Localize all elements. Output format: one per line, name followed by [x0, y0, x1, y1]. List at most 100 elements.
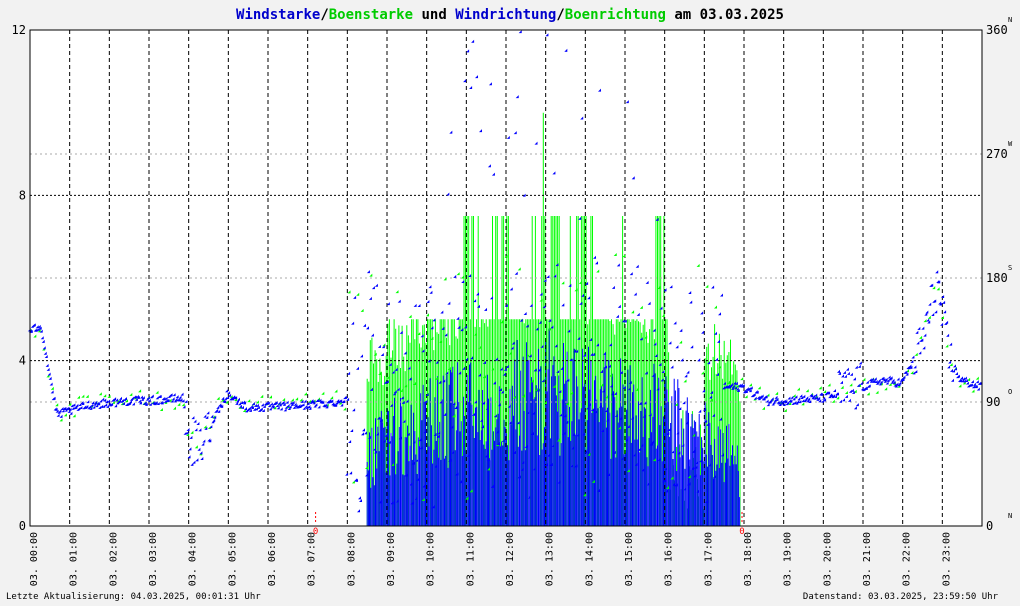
- wind-direction-point: [918, 351, 922, 355]
- wind-direction-point: [452, 402, 456, 406]
- gust-direction-point: [884, 387, 888, 391]
- wind-direction-point: [207, 438, 211, 442]
- gust-direction-point: [714, 305, 718, 309]
- wind-direction-point: [81, 402, 85, 406]
- wind-direction-point: [98, 405, 102, 409]
- wind-direction-point: [431, 505, 435, 509]
- x-tick-label: 03. 13:00: [545, 532, 556, 586]
- gust-direction-point: [666, 485, 670, 489]
- wind-direction-point: [363, 323, 367, 327]
- x-tick-label: 03. 20:00: [822, 532, 833, 586]
- wind-direction-point: [702, 389, 706, 393]
- wind-direction-point: [222, 399, 226, 403]
- x-tick-label: 03. 18:00: [743, 532, 754, 586]
- wind-direction-point: [483, 360, 487, 364]
- wind-direction-point: [438, 380, 442, 384]
- wind-direction-point: [201, 442, 205, 446]
- wind-direction-point: [559, 413, 563, 417]
- wind-direction-point: [912, 371, 916, 375]
- wind-direction-point: [487, 164, 491, 168]
- gust-direction-point: [657, 286, 661, 290]
- wind-direction-point: [164, 396, 168, 400]
- wind-direction-point: [609, 384, 613, 388]
- wind-direction-point: [453, 274, 457, 278]
- wind-direction-point: [948, 360, 952, 364]
- wind-direction-point: [468, 274, 472, 278]
- wind-direction-point: [60, 407, 64, 411]
- wind-direction-point: [909, 365, 913, 369]
- wind-direction-point: [561, 303, 565, 307]
- wind-direction-point: [807, 397, 811, 401]
- wind-direction-point: [303, 399, 307, 403]
- wind-direction-point: [748, 389, 752, 393]
- direction-letter: N: [1008, 512, 1012, 520]
- wind-direction-point: [721, 453, 725, 457]
- wind-direction-point: [534, 141, 538, 145]
- wind-direction-point: [507, 404, 511, 408]
- wind-direction-point: [186, 428, 190, 432]
- wind-direction-point: [266, 401, 270, 405]
- wind-direction-point: [591, 408, 595, 412]
- wind-direction-point: [492, 381, 496, 385]
- gust-direction-point: [482, 375, 486, 379]
- gust-direction-point: [478, 345, 482, 349]
- wind-direction-point: [470, 356, 474, 360]
- wind-direction-point: [90, 403, 94, 407]
- x-tick-label: 03. 14:00: [584, 532, 595, 586]
- wind-direction-point: [965, 381, 969, 385]
- wind-direction-point: [972, 382, 976, 386]
- wind-direction-point: [419, 446, 423, 450]
- wind-direction-point: [493, 414, 497, 418]
- wind-direction-point: [43, 351, 47, 355]
- wind-direction-point: [963, 376, 967, 380]
- wind-direction-point: [893, 383, 897, 387]
- wind-direction-point: [736, 389, 740, 393]
- gust-direction-point: [303, 392, 307, 396]
- wind-direction-point: [447, 301, 451, 305]
- wind-direction-point: [244, 407, 248, 411]
- gust-direction-point: [347, 290, 351, 294]
- wind-direction-point: [279, 407, 283, 411]
- wind-direction-point: [422, 484, 426, 488]
- wind-direction-point: [716, 372, 720, 376]
- wind-direction-point: [365, 473, 369, 477]
- gust-direction-point: [72, 414, 76, 418]
- wind-direction-point: [790, 395, 794, 399]
- wind-direction-point: [486, 457, 490, 461]
- x-tick-label: 03. 09:00: [386, 532, 397, 586]
- wind-direction-point: [842, 398, 846, 402]
- wind-direction-point: [170, 399, 174, 403]
- wind-direction-point: [464, 325, 468, 329]
- wind-direction-point: [685, 421, 689, 425]
- wind-direction-point: [521, 460, 525, 464]
- gust-direction-point: [661, 313, 665, 317]
- wind-direction-point: [44, 355, 48, 359]
- wind-direction-point: [285, 400, 289, 404]
- wind-direction-point: [472, 412, 476, 416]
- wind-direction-point: [391, 370, 395, 374]
- wind-direction-point: [917, 326, 921, 330]
- wind-direction-point: [253, 403, 257, 407]
- gust-direction-point: [447, 366, 451, 370]
- wind-direction-point: [230, 396, 234, 400]
- wind-direction-point: [660, 378, 664, 382]
- wind-direction-point: [336, 399, 340, 403]
- wind-direction-point: [366, 270, 370, 274]
- wind-direction-point: [784, 400, 788, 404]
- wind-direction-point: [832, 394, 836, 398]
- gust-direction-point: [522, 394, 526, 398]
- wind-direction-point: [451, 450, 455, 454]
- wind-direction-point: [180, 392, 184, 396]
- wind-direction-point: [651, 373, 655, 377]
- wind-direction-point: [955, 372, 959, 376]
- wind-direction-point: [128, 400, 132, 404]
- gust-direction-point: [570, 391, 574, 395]
- chart-title: Windstarke/Boenstarke und Windrichtung/B…: [236, 7, 784, 23]
- gust-direction-point: [386, 375, 390, 379]
- gust-direction-point: [404, 384, 408, 388]
- wind-direction-point: [841, 374, 845, 378]
- wind-direction-point: [627, 387, 631, 391]
- wind-direction-point: [345, 472, 349, 476]
- x-tick-label: 03. 05:00: [227, 532, 238, 586]
- gust-direction-point: [727, 380, 731, 384]
